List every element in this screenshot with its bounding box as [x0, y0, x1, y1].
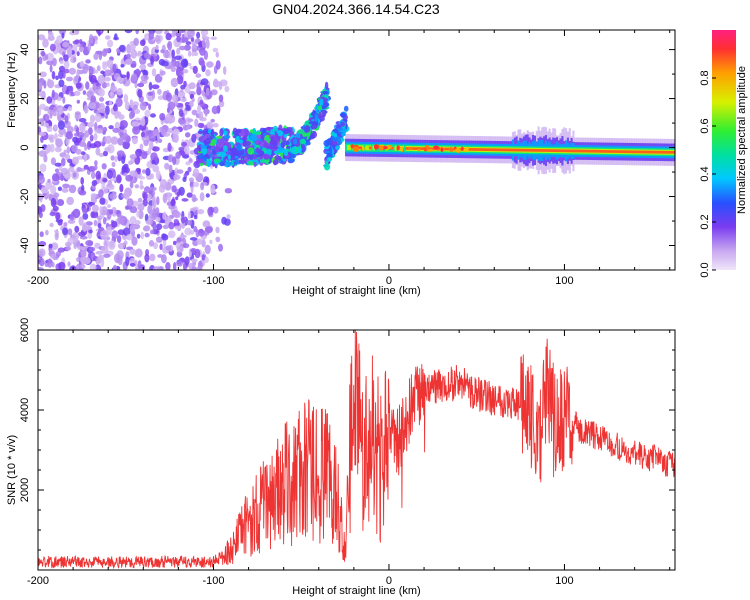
- y-tick-label: 0: [19, 144, 31, 150]
- y-tick-label: 40: [19, 43, 31, 55]
- colorbar-gradient: [712, 30, 736, 270]
- x-tick-label: -100: [202, 275, 224, 287]
- colorbar-tick-label: 0.6: [699, 118, 711, 133]
- snr-plot: -200 -100 0 100 2000 4000 6000 Height of straig…: [6, 318, 676, 597]
- colorbar-tick-label: 0.0: [699, 262, 711, 277]
- y-tick-label: -20: [19, 189, 31, 205]
- x-tick-label: 100: [555, 275, 573, 287]
- colorbar-tick-label: 0.2: [699, 214, 711, 229]
- snr-series-line: [38, 330, 675, 570]
- colorbar-tick-label: 0.8: [699, 70, 711, 85]
- colorbar-tick-label: 0.4: [699, 166, 711, 181]
- x-tick-label: 100: [555, 575, 573, 587]
- x-tick-label: -200: [27, 575, 49, 587]
- y-tick-label: 4000: [19, 398, 31, 422]
- figure-title: GN04.2024.366.14.54.C23: [272, 1, 440, 17]
- x-tick-label: 0: [386, 275, 392, 287]
- y-axis-label: Frequency (Hz): [6, 52, 18, 128]
- spectrogram-frame: [37, 29, 676, 271]
- x-tick-label: -100: [202, 575, 224, 587]
- x-tick-label: 0: [386, 575, 392, 587]
- x-axis-label: Height of straight line (km): [292, 585, 420, 597]
- y-tick-label: 6000: [19, 318, 31, 342]
- y-tick-label: 20: [19, 92, 31, 104]
- x-tick-label: -200: [27, 275, 49, 287]
- y-tick-label: 2000: [19, 478, 31, 502]
- y-axis-label: SNR (10 * v/v): [6, 435, 18, 505]
- y-tick-label: -40: [19, 238, 31, 254]
- colorbar-label: Normalized spectral amplitude: [736, 66, 748, 214]
- spectrogram-image: [38, 30, 675, 270]
- x-axis-label: Height of straight line (km): [292, 285, 420, 297]
- colorbar: 0.0 0.2 0.4 0.6 0.8 Normalized spectral ampli…: [699, 30, 748, 278]
